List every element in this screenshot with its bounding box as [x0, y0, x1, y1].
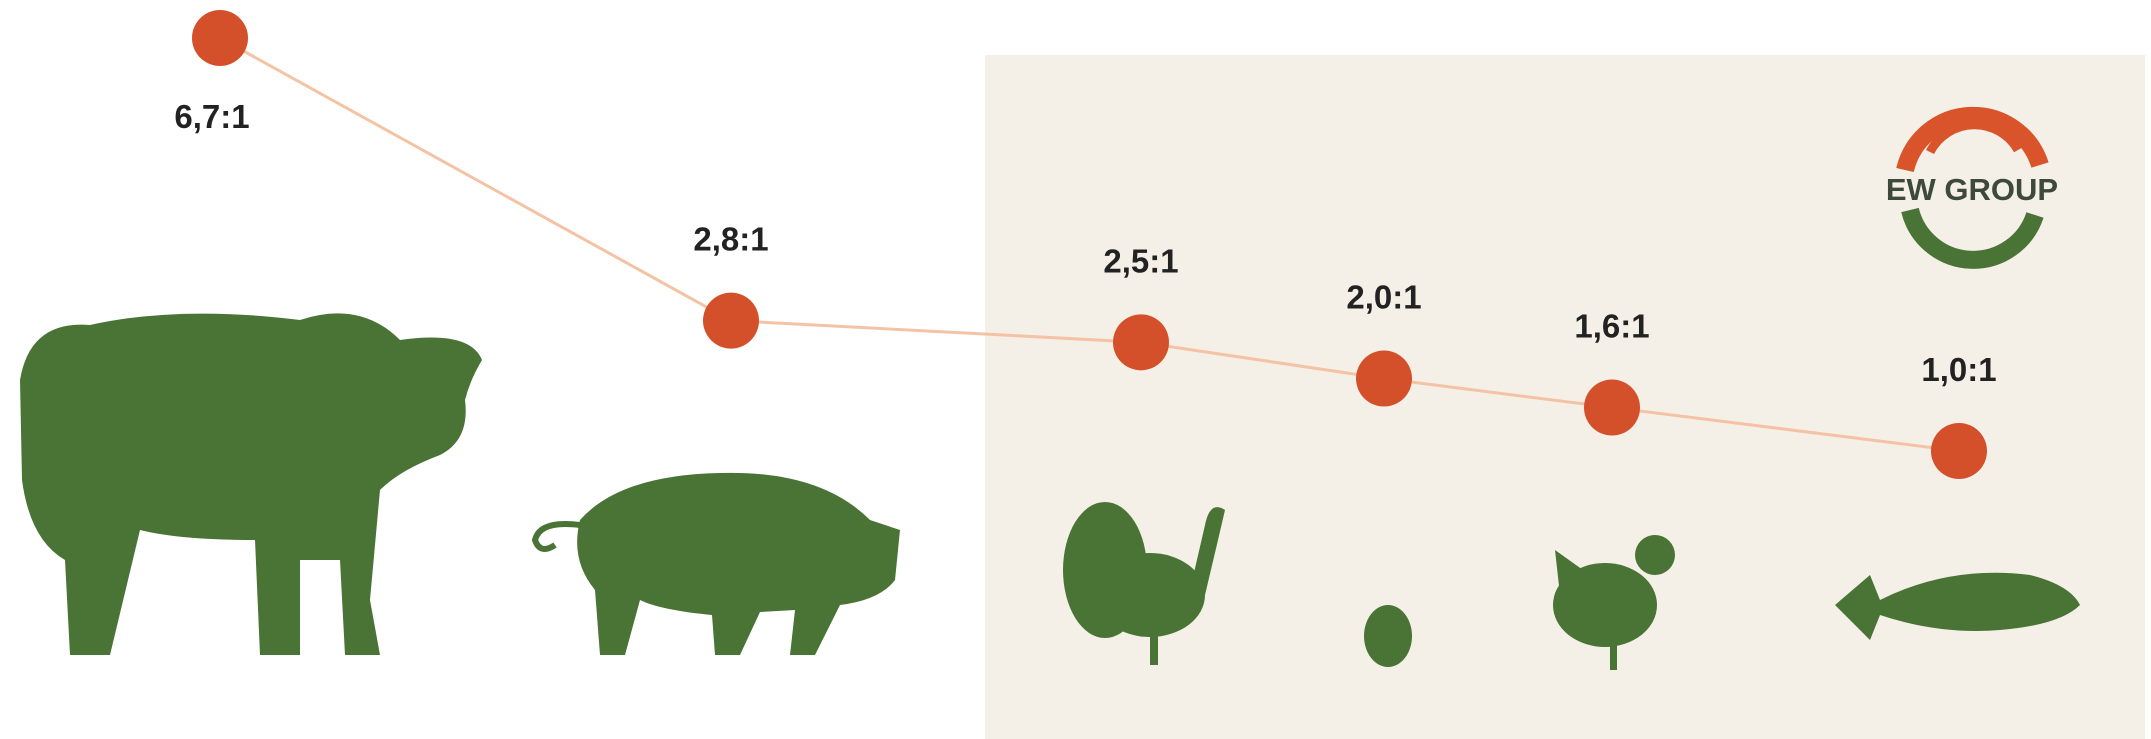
- turkey-leg: [1150, 630, 1158, 665]
- chicken-body: [1553, 563, 1657, 647]
- marker: [1931, 423, 1987, 479]
- logo-arc: [1896, 106, 2049, 173]
- marker: [1584, 379, 1640, 436]
- logo-arc: [1901, 207, 2044, 269]
- value-label: 6,7:1: [174, 98, 249, 135]
- turkey-body: [1095, 553, 1205, 637]
- animals: [20, 313, 2080, 670]
- marker: [1113, 314, 1169, 371]
- logo: EW GROUP: [1886, 106, 2058, 269]
- fish-shape: [1835, 572, 2080, 640]
- marker: [703, 292, 759, 349]
- turkey-neck: [1190, 507, 1225, 595]
- egg: [1364, 605, 1412, 667]
- turkey: [1063, 502, 1225, 665]
- value-label: 1,0:1: [1921, 351, 1996, 388]
- value-label: 2,8:1: [693, 221, 768, 258]
- chicken-tail: [1555, 550, 1590, 595]
- cow: [20, 313, 482, 655]
- marker: [1356, 350, 1412, 407]
- value-label: 2,5:1: [1103, 242, 1178, 279]
- fish: [1835, 572, 2080, 640]
- marker: [192, 10, 248, 66]
- logo-arc: [1925, 120, 2022, 155]
- line: [219, 36, 1960, 453]
- chicken-leg: [1610, 640, 1617, 670]
- pig-shape: [577, 472, 900, 655]
- chicken: [1553, 535, 1675, 670]
- logo-text: EW GROUP: [1886, 172, 2058, 207]
- cow-shape: [20, 313, 482, 655]
- pig: [531, 472, 900, 655]
- value-label: 1,6:1: [1574, 308, 1649, 345]
- value-label: 2,0:1: [1346, 279, 1421, 316]
- pig-tail: [531, 521, 581, 552]
- chicken-head: [1635, 535, 1675, 575]
